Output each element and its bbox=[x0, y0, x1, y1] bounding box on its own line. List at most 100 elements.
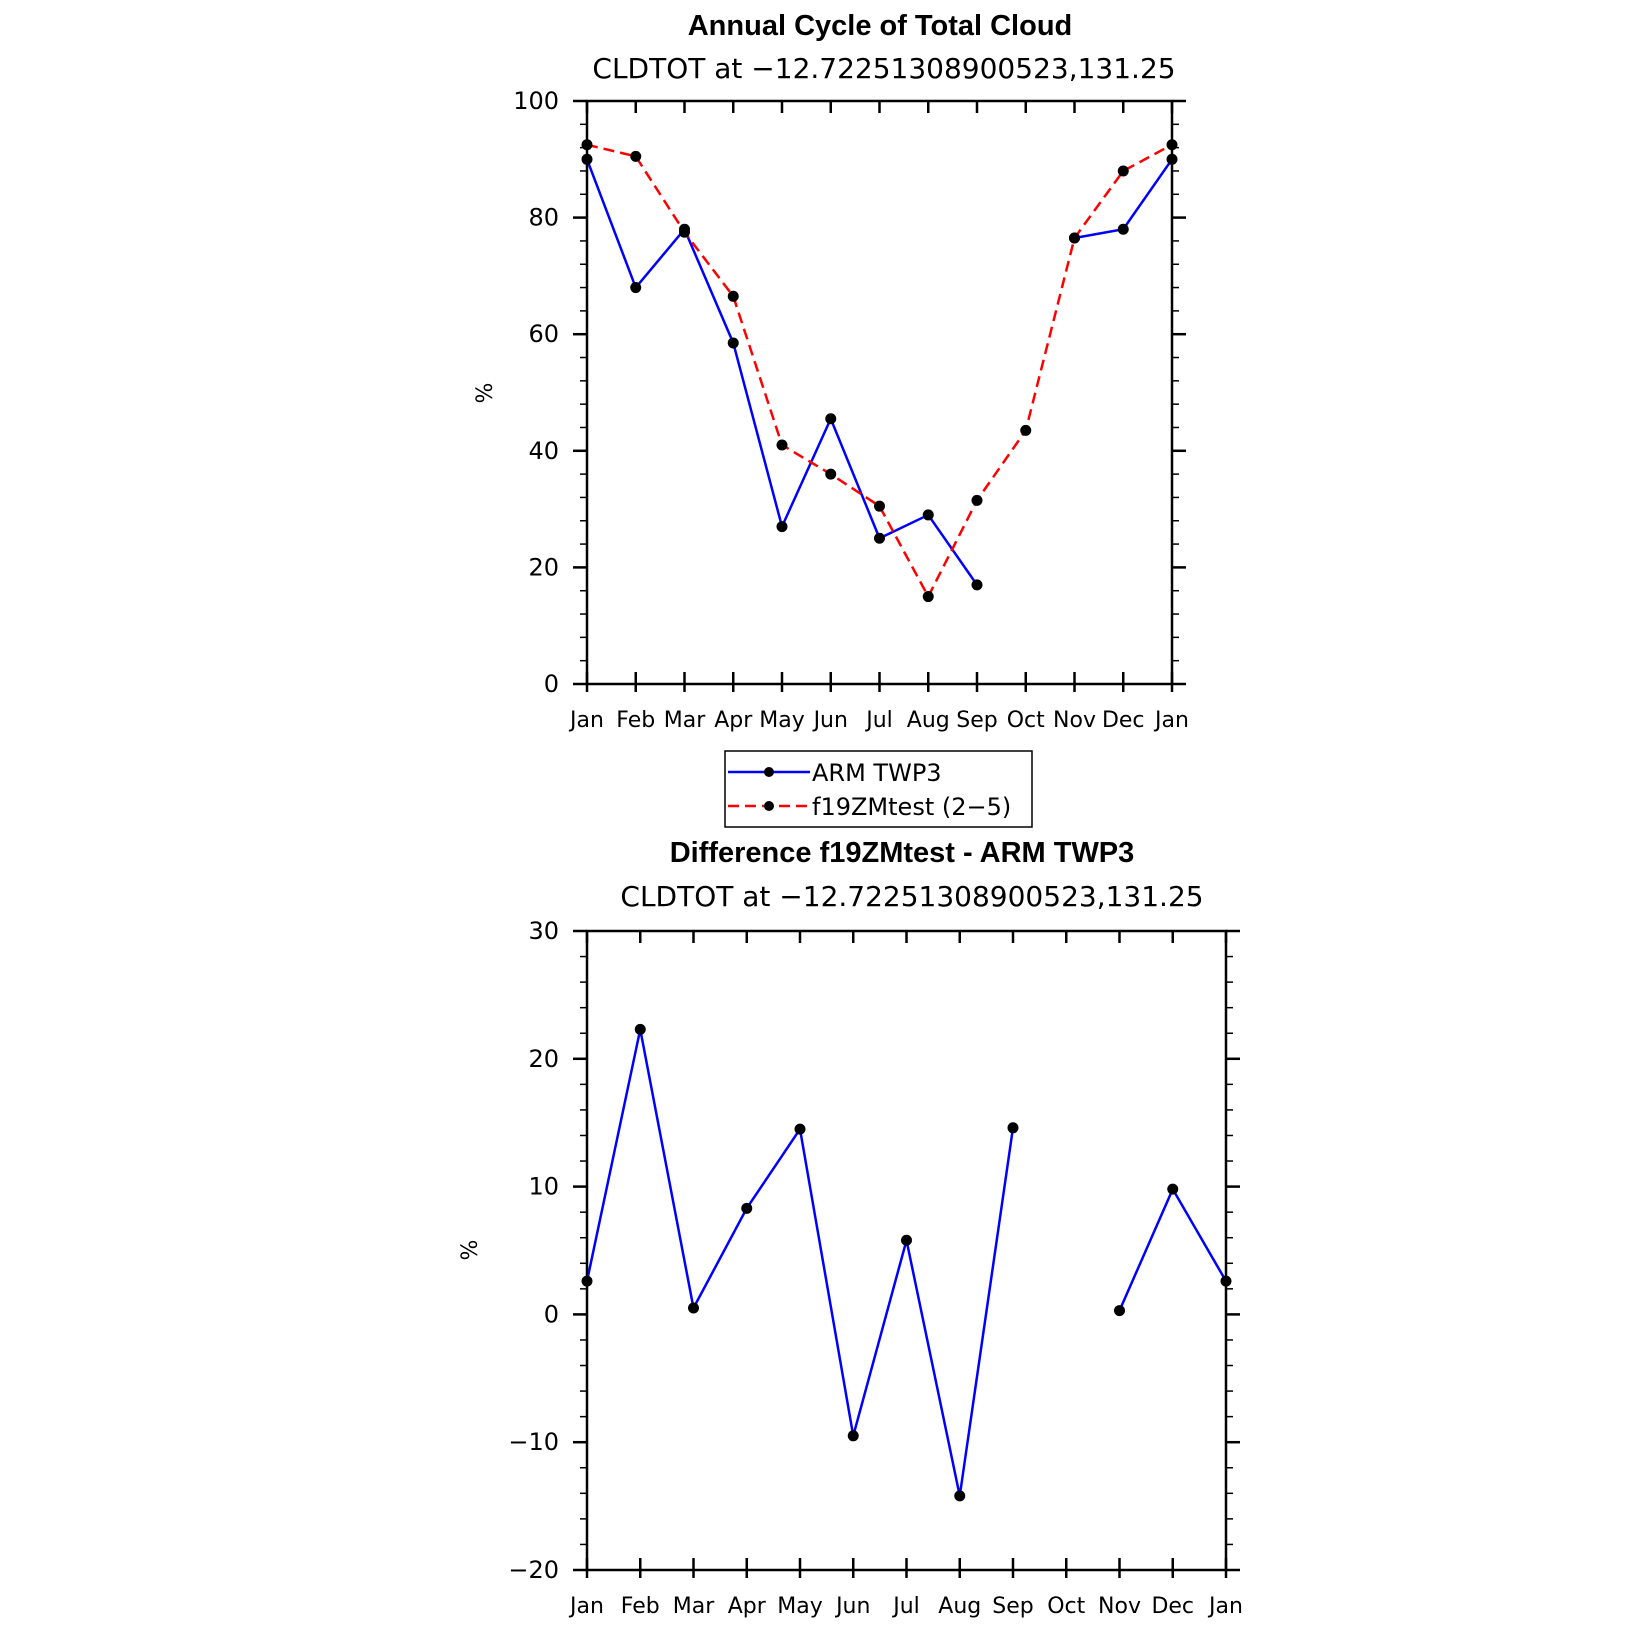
axis-ticks bbox=[573, 929, 1240, 1578]
x-tick-label: Jul bbox=[891, 1594, 920, 1619]
data-point bbox=[922, 509, 934, 521]
x-tick-label: Sep bbox=[992, 1594, 1033, 1619]
x-tick-label: Mar bbox=[673, 1594, 715, 1619]
y-tick-label: 40 bbox=[528, 437, 559, 465]
y-tick-label: 100 bbox=[513, 87, 559, 115]
legend-label: ARM TWP3 bbox=[812, 759, 942, 787]
data-point bbox=[1114, 1305, 1125, 1317]
x-tick-label: May bbox=[759, 708, 804, 733]
data-point bbox=[874, 500, 885, 512]
data-point bbox=[630, 150, 642, 162]
x-tick-label: Aug bbox=[938, 1594, 981, 1619]
data-point bbox=[825, 413, 837, 425]
y-tick-labels: −20 −10 0 10 20 30 bbox=[508, 917, 559, 1584]
y-axis-label: % bbox=[458, 1240, 483, 1261]
data-point bbox=[679, 226, 690, 238]
plot-frame bbox=[585, 99, 1174, 686]
difference-chart: Difference f19ZMtest - ARM TWP3 CLDTOT a… bbox=[458, 837, 1243, 1619]
data-point bbox=[971, 494, 983, 506]
chart-title: Annual Cycle of Total Cloud bbox=[688, 10, 1073, 42]
y-tick-labels: 0 20 40 60 80 100 bbox=[513, 87, 559, 698]
x-tick-labels: Jan Feb Mar Apr May Jun Jul Aug Sep Oct Nov Dec Jan bbox=[568, 1594, 1243, 1619]
series-0 bbox=[581, 1023, 1232, 1502]
series-group bbox=[581, 1023, 1232, 1502]
x-tick-label: Jan bbox=[1207, 1594, 1243, 1619]
legend-marker bbox=[764, 767, 774, 777]
x-tick-label: Dec bbox=[1151, 1594, 1194, 1619]
y-tick-label: 0 bbox=[544, 1300, 559, 1328]
x-tick-label: Feb bbox=[616, 708, 655, 733]
series-line bbox=[586, 143, 1173, 600]
series-line bbox=[585, 158, 979, 586]
y-axis-label: % bbox=[473, 383, 498, 404]
x-tick-label: Mar bbox=[664, 708, 706, 733]
x-tick-label: May bbox=[777, 1594, 822, 1619]
data-point bbox=[776, 439, 788, 451]
y-tick-label: 10 bbox=[528, 1173, 559, 1201]
x-tick-label: Sep bbox=[956, 708, 997, 733]
data-point bbox=[1167, 1183, 1179, 1195]
x-tick-label: Jan bbox=[568, 708, 604, 733]
x-tick-label: Jan bbox=[1153, 708, 1189, 733]
x-tick-label: Feb bbox=[621, 1594, 660, 1619]
series-line bbox=[585, 1029, 1015, 1497]
y-tick-label: 0 bbox=[544, 670, 559, 698]
chart-subtitle: CLDTOT at −12.72251308900523,131.25 bbox=[620, 880, 1203, 913]
y-tick-label: 80 bbox=[528, 204, 559, 232]
x-tick-label: Nov bbox=[1053, 708, 1096, 733]
series-1 bbox=[581, 139, 1178, 603]
chart-title: Difference f19ZMtest - ARM TWP3 bbox=[670, 837, 1135, 869]
data-point bbox=[727, 337, 739, 349]
x-tick-label: Aug bbox=[907, 708, 950, 733]
legend-entry-arm-twp3: ARM TWP3 bbox=[728, 759, 942, 787]
legend-box bbox=[724, 750, 1033, 828]
y-tick-label: 60 bbox=[528, 320, 559, 348]
x-tick-labels: Jan Feb Mar Apr May Jun Jul Aug Sep Oct Nov Dec Jan bbox=[568, 708, 1189, 733]
x-tick-label: Jun bbox=[812, 708, 848, 733]
legend-entry-f19zmtest: f19ZMtest (2−5) bbox=[728, 793, 1011, 821]
data-point bbox=[874, 532, 885, 544]
axis-ticks bbox=[573, 99, 1186, 692]
x-tick-label: Nov bbox=[1098, 1594, 1141, 1619]
x-tick-label: Oct bbox=[1047, 1594, 1085, 1619]
x-tick-label: Apr bbox=[714, 708, 753, 733]
data-point bbox=[1117, 223, 1129, 235]
y-tick-label: −10 bbox=[508, 1428, 559, 1456]
data-point bbox=[794, 1123, 806, 1135]
data-point bbox=[776, 521, 788, 533]
data-point bbox=[1069, 232, 1080, 244]
data-point bbox=[727, 290, 739, 302]
legend-label: f19ZMtest (2−5) bbox=[812, 793, 1011, 821]
chart-subtitle: CLDTOT at −12.72251308900523,131.25 bbox=[592, 52, 1175, 85]
y-tick-label: −20 bbox=[508, 1556, 559, 1584]
data-point bbox=[741, 1202, 753, 1214]
data-point bbox=[954, 1490, 966, 1502]
y-tick-label: 20 bbox=[528, 1045, 559, 1073]
data-point bbox=[1020, 424, 1032, 436]
plot-frame bbox=[585, 929, 1228, 1572]
data-point bbox=[922, 591, 934, 603]
x-tick-label: Jun bbox=[834, 1594, 870, 1619]
y-tick-label: 30 bbox=[528, 917, 559, 945]
series-group bbox=[581, 139, 1178, 603]
data-point bbox=[901, 1234, 912, 1246]
data-point bbox=[825, 468, 837, 480]
x-tick-label: Oct bbox=[1007, 708, 1045, 733]
data-point bbox=[688, 1302, 699, 1314]
x-tick-label: Dec bbox=[1102, 708, 1145, 733]
legend: ARM TWP3 f19ZMtest (2−5) bbox=[724, 750, 1033, 828]
data-point bbox=[1007, 1122, 1019, 1134]
data-point bbox=[634, 1023, 646, 1035]
x-tick-label: Jan bbox=[568, 1594, 604, 1619]
annual-cycle-chart: Annual Cycle of Total Cloud CLDTOT at −1… bbox=[473, 10, 1189, 733]
series-line bbox=[1118, 1186, 1228, 1312]
data-point bbox=[847, 1430, 859, 1442]
data-point bbox=[630, 282, 642, 294]
x-tick-label: Apr bbox=[728, 1594, 767, 1619]
x-tick-label: Jul bbox=[864, 708, 893, 733]
y-tick-label: 20 bbox=[528, 553, 559, 581]
legend-marker bbox=[764, 801, 774, 811]
data-point bbox=[971, 579, 983, 591]
data-point bbox=[1117, 165, 1129, 177]
